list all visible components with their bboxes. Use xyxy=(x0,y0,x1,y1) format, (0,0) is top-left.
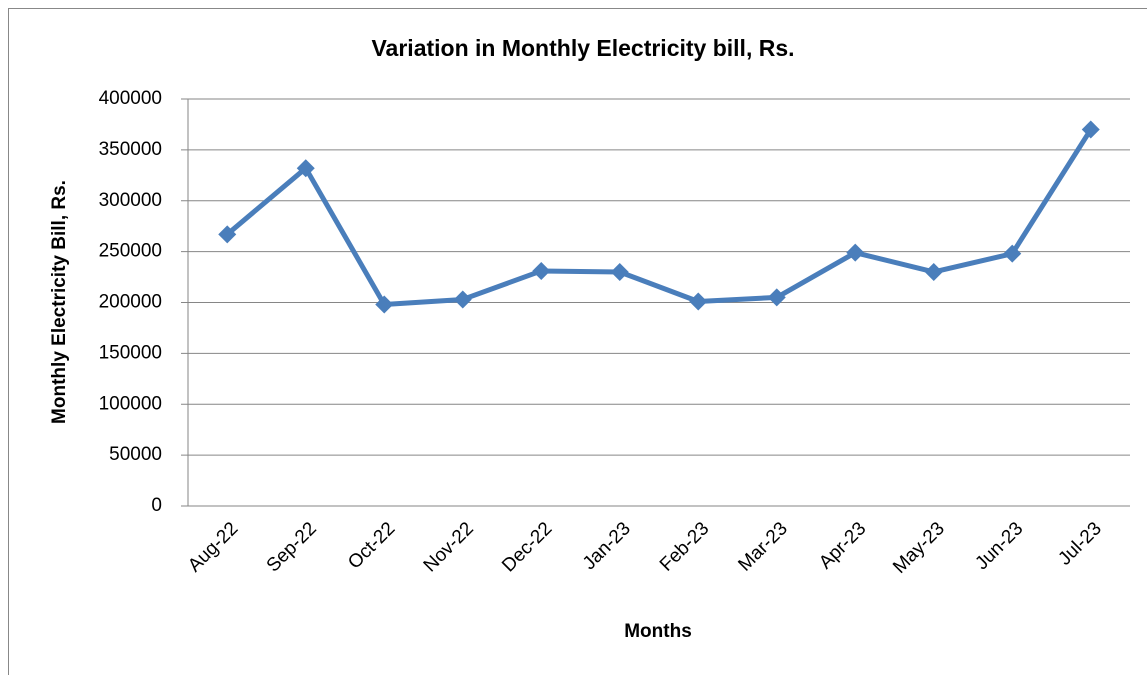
y-tick-label: 300000 xyxy=(99,190,162,211)
data-marker xyxy=(296,159,315,178)
x-tick-label: Jan-23 xyxy=(579,518,635,574)
chart-title: Variation in Monthly Electricity bill, R… xyxy=(371,35,794,61)
y-tick-label: 350000 xyxy=(99,139,162,160)
chart-frame xyxy=(8,8,1147,675)
y-axis-title: Monthly Electricity Bill, Rs. xyxy=(49,180,70,424)
x-tick-label: Nov-22 xyxy=(420,518,478,576)
x-tick-label: May-23 xyxy=(889,518,949,578)
data-marker xyxy=(610,262,629,281)
x-tick-label: Apr-23 xyxy=(815,518,870,573)
x-tick-label: Sep-22 xyxy=(263,518,321,576)
x-tick-label: Jun-23 xyxy=(971,518,1027,574)
y-tick-label: 0 xyxy=(151,495,162,516)
data-marker xyxy=(924,262,943,281)
x-tick-label: Mar-23 xyxy=(734,518,791,575)
data-marker xyxy=(767,288,786,307)
data-marker xyxy=(1081,120,1100,139)
x-tick-label: Jul-23 xyxy=(1054,518,1105,569)
y-tick-label: 150000 xyxy=(99,342,162,363)
y-tick-label: 400000 xyxy=(99,88,162,109)
x-tick-label: Feb-23 xyxy=(656,518,713,575)
data-marker xyxy=(218,225,237,244)
x-tick-label: Oct-22 xyxy=(344,518,399,573)
y-tick-label: 100000 xyxy=(99,393,162,414)
y-tick-label: 250000 xyxy=(99,241,162,262)
data-marker xyxy=(375,295,394,314)
data-marker xyxy=(1003,244,1022,263)
data-line xyxy=(225,128,1093,308)
y-tick-label: 200000 xyxy=(99,292,162,313)
x-tick-label: Dec-22 xyxy=(498,518,556,576)
x-tick-label: Aug-22 xyxy=(184,518,242,576)
data-marker xyxy=(689,292,708,311)
data-marker xyxy=(532,261,551,280)
y-tick-label: 50000 xyxy=(109,444,162,465)
x-axis-title: Months xyxy=(624,621,692,642)
data-marker xyxy=(846,243,865,262)
data-marker xyxy=(453,290,472,309)
